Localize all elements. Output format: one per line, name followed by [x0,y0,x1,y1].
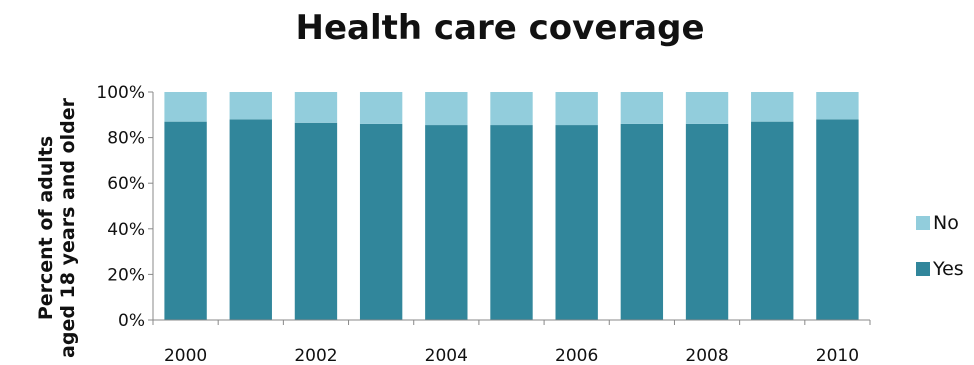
bar-yes-2008 [685,123,729,320]
bar-no-2003 [359,92,403,124]
y-tick-label: 60% [107,174,145,194]
x-tick-label: 2006 [555,346,598,365]
y-tick-label: 0% [118,311,145,331]
x-tick-label: 2008 [685,346,728,365]
bar-yes-2005 [490,125,533,320]
bar-no-2000 [164,92,207,122]
bar-no-2006 [555,92,598,126]
legend: No Yes [916,212,964,280]
bar-yes-2006 [555,125,598,320]
bar-yes-2003 [359,123,403,320]
legend-swatch-yes [916,262,930,276]
bar-yes-2004 [425,125,468,320]
bar-no-2004 [425,92,468,126]
bar-yes-2000 [164,121,207,320]
bar-no-2010 [816,92,859,120]
bar-no-2009 [751,92,794,122]
y-tick-label: 40% [107,220,145,240]
bars-layer [164,92,859,320]
x-tick-label: 2010 [816,346,859,365]
y-tick-label: 20% [107,265,145,285]
y-axis-label-line: aged 18 years and older [57,97,79,358]
bar-yes-2002 [294,122,338,320]
y-tick-label: 100% [96,83,145,103]
bar-yes-2010 [816,119,859,320]
bar-no-2001 [229,92,272,120]
bar-yes-2007 [620,123,664,320]
y-axis-label: Percent of adults aged 18 years and older [35,97,79,358]
bar-no-2002 [294,92,338,123]
chart-title: Health care coverage [295,8,705,48]
x-tick-label: 2002 [294,346,337,365]
legend-label-no: No [933,212,959,234]
x-tick-label: 2000 [164,346,207,365]
bar-yes-2001 [229,119,272,320]
legend-swatch-no [916,216,930,230]
bar-no-2008 [685,92,729,124]
y-axis: 0% 20% 40% 60% 80% 100% [96,83,154,331]
y-axis-label-line: Percent of adults [35,136,57,320]
legend-label-yes: Yes [932,258,964,280]
x-axis: 2000 2002 2004 2006 2008 2010 [152,319,871,365]
bar-no-2007 [620,92,664,124]
x-tick-label: 2004 [425,346,468,365]
bar-yes-2009 [751,121,794,320]
bar-no-2005 [490,92,533,126]
y-tick-label: 80% [107,129,145,149]
